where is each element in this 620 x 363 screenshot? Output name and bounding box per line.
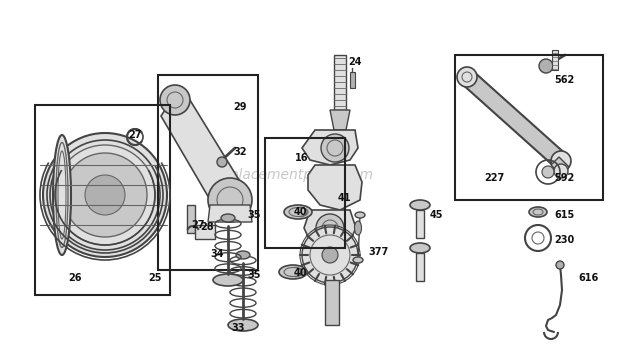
Polygon shape [304, 210, 356, 250]
Text: 616: 616 [578, 273, 598, 283]
Text: 562: 562 [554, 75, 574, 85]
Circle shape [217, 157, 227, 167]
Text: 27: 27 [191, 220, 205, 230]
Text: 29: 29 [233, 102, 247, 112]
Bar [35, 105, 170, 295]
Bar [350, 72, 355, 88]
Ellipse shape [353, 257, 363, 263]
Bar [416, 210, 424, 238]
Text: 615: 615 [554, 210, 574, 220]
Circle shape [551, 151, 571, 171]
Text: 35: 35 [247, 210, 260, 220]
Text: 27: 27 [128, 130, 141, 140]
Circle shape [556, 261, 564, 269]
Text: 40: 40 [294, 268, 308, 278]
Text: 227: 227 [484, 173, 504, 183]
Circle shape [321, 134, 349, 162]
Text: 35: 35 [247, 270, 260, 280]
Bar [265, 138, 345, 248]
Bar [455, 55, 603, 200]
Circle shape [539, 59, 553, 73]
Circle shape [322, 247, 338, 263]
Polygon shape [308, 165, 362, 210]
Text: 230: 230 [554, 235, 574, 245]
Ellipse shape [410, 200, 430, 210]
Ellipse shape [355, 212, 365, 218]
Text: 26: 26 [68, 273, 81, 283]
Text: 34: 34 [210, 249, 223, 259]
Bar [552, 50, 558, 70]
Circle shape [85, 175, 125, 215]
Bar [195, 225, 215, 239]
Circle shape [316, 214, 344, 242]
Polygon shape [330, 110, 350, 130]
Circle shape [542, 166, 554, 178]
Ellipse shape [236, 251, 250, 259]
Bar [187, 205, 195, 233]
Text: 377: 377 [368, 247, 388, 257]
Circle shape [457, 67, 477, 87]
Text: 41: 41 [338, 193, 352, 203]
Polygon shape [551, 157, 569, 177]
Bar [416, 253, 424, 281]
Ellipse shape [228, 319, 258, 331]
Polygon shape [161, 92, 244, 210]
Circle shape [208, 178, 252, 222]
Text: 25: 25 [148, 273, 161, 283]
Text: 32: 32 [233, 147, 247, 157]
Text: 28: 28 [200, 222, 214, 232]
Polygon shape [208, 205, 252, 222]
Ellipse shape [284, 205, 312, 219]
Circle shape [43, 133, 167, 257]
Ellipse shape [355, 221, 361, 235]
Text: 40: 40 [294, 207, 308, 217]
Ellipse shape [529, 207, 547, 217]
Ellipse shape [221, 214, 235, 222]
Polygon shape [302, 130, 358, 165]
Text: 24: 24 [348, 57, 361, 67]
Bar [334, 55, 346, 110]
Circle shape [160, 85, 190, 115]
Circle shape [554, 164, 568, 178]
Ellipse shape [279, 265, 307, 279]
Text: 33: 33 [231, 323, 244, 333]
Bar [158, 75, 258, 270]
Text: 16: 16 [295, 153, 309, 163]
Text: 592: 592 [554, 173, 574, 183]
Polygon shape [461, 71, 569, 169]
Text: ereplacementparts.com: ereplacementparts.com [207, 168, 373, 182]
Ellipse shape [213, 274, 243, 286]
Circle shape [63, 153, 147, 237]
Text: 45: 45 [430, 210, 443, 220]
Circle shape [302, 227, 358, 283]
Ellipse shape [410, 243, 430, 253]
Ellipse shape [53, 135, 71, 255]
Bar [325, 280, 339, 325]
